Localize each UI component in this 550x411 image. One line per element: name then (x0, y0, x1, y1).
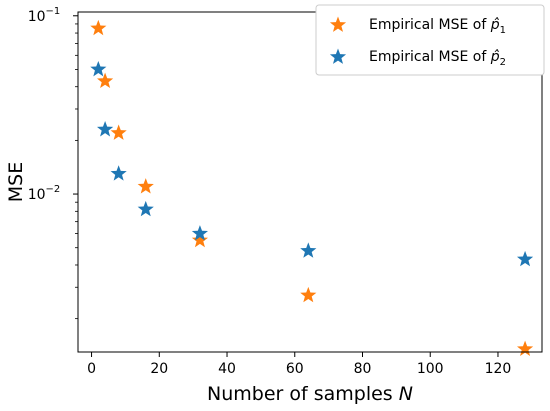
legend-star-marker (329, 16, 347, 32)
legend-label: Empirical MSE of p̂1 (369, 17, 506, 36)
x-tick-label: 100 (417, 361, 444, 377)
plot-area-frame (77, 11, 543, 353)
x-tick-label: 40 (218, 361, 236, 377)
series-1-star-point (137, 178, 154, 194)
series-1-star-point (90, 19, 107, 36)
series-2-star-point (300, 242, 317, 258)
legend-box (315, 4, 545, 76)
x-axis-label: Number of samples (207, 383, 393, 405)
x-tick-label: 0 (87, 361, 96, 377)
y-tick-label: 10−2 (28, 184, 61, 203)
series-2-star-point (90, 60, 107, 77)
y-axis-title: MSE (5, 162, 27, 202)
series-2-star-point (137, 200, 154, 217)
legend-label-prefix: Empirical MSE of (369, 17, 491, 33)
series-1-star-point (516, 340, 534, 356)
series-2-star-point (110, 165, 127, 181)
x-tick-label: 120 (485, 361, 512, 377)
legend-label-variable: p̂ (490, 17, 500, 33)
legend-label-variable: p̂ (490, 49, 500, 65)
x-axis-variable: N (399, 383, 413, 405)
legend-label-subscript: 1 (500, 25, 506, 36)
series-1-star-point (191, 231, 209, 248)
series-2-star-point (191, 225, 209, 241)
series-1-star-point (300, 286, 317, 303)
legend-label-subscript: 2 (500, 57, 506, 68)
legend-label: Empirical MSE of p̂2 (369, 49, 506, 68)
series-1-star-point (110, 124, 127, 140)
y-axis-ticks: 10−1 10−2 (28, 6, 78, 320)
x-tick-label: 80 (354, 361, 372, 377)
x-tick-label: 60 (286, 361, 304, 377)
x-tick-label: 20 (150, 361, 168, 377)
series-2-star-point (97, 121, 114, 137)
y-tick-label: 10−1 (28, 6, 61, 25)
x-axis-title: Number of samples N (207, 383, 413, 405)
series-2-star-point (516, 250, 534, 267)
legend-star-marker (329, 48, 347, 64)
x-axis-ticks: 0 20 40 60 80 100 120 (87, 352, 511, 377)
series-1-star-point (97, 72, 114, 88)
legend-entry-2: Empirical MSE of p̂2 (329, 48, 506, 68)
legend-entry-1: Empirical MSE of p̂1 (329, 16, 506, 36)
legend: Empirical MSE of p̂1 Empirical MSE of p̂… (315, 4, 545, 76)
legend-label-prefix: Empirical MSE of (369, 49, 491, 65)
plot-marks (90, 19, 534, 356)
